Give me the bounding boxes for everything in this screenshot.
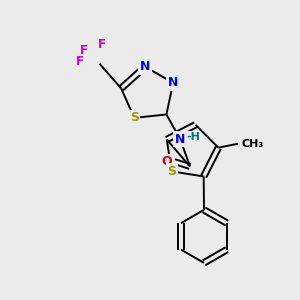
Text: F: F	[98, 38, 106, 51]
Text: F: F	[80, 44, 88, 57]
Text: -H: -H	[186, 132, 200, 142]
Text: N: N	[140, 60, 150, 73]
Text: N: N	[168, 76, 178, 89]
Text: S: S	[130, 111, 139, 124]
Text: O: O	[161, 155, 172, 168]
Text: F: F	[76, 55, 84, 68]
Text: CH₃: CH₃	[242, 139, 264, 149]
Text: N: N	[175, 133, 185, 146]
Text: S: S	[167, 165, 176, 178]
